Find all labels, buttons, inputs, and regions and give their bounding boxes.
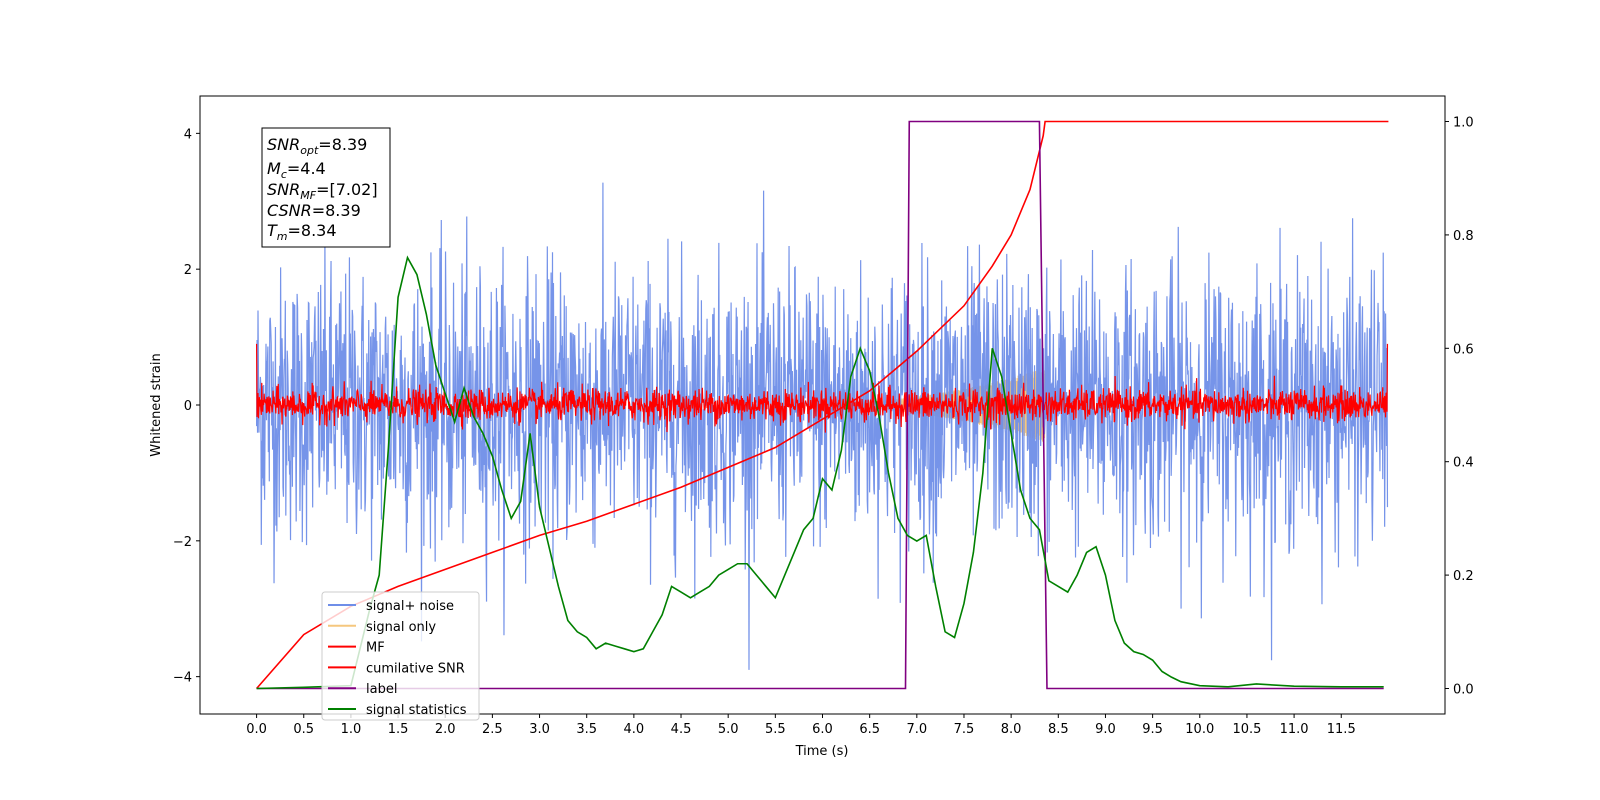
- y2-tick-label: 1.0: [1453, 116, 1474, 131]
- annotation-snr-mf-symbol: SNR: [267, 180, 300, 199]
- y2-axis-ticks: 1.0 0.8 0.6 0.4 0.2 0.0: [1445, 116, 1474, 697]
- annotation-snr-opt-value: =8.39: [318, 135, 367, 154]
- x-tick-label: 1.5: [388, 722, 409, 737]
- annotation-snr-opt-symbol: SNR: [267, 135, 300, 154]
- x-axis-ticks: 0.0 0.5 1.0 1.5 2.0 2.5 3.0 3.5 4.0 4.5 5.0 5.5 6.0 6…: [246, 714, 1356, 737]
- x-tick-label: 7.0: [906, 722, 927, 737]
- x-tick-label: 3.5: [576, 722, 597, 737]
- x-tick-label: 1.0: [341, 722, 362, 737]
- legend-label-cumilative-snr: cumilative SNR: [366, 661, 465, 676]
- label-line: [256, 120, 1384, 690]
- legend: signal+ noise signal only MF cumilative SNR…: [321, 591, 480, 721]
- y2-tick-label: 0.8: [1453, 229, 1474, 244]
- annotation-tm-symbol: T: [267, 221, 278, 240]
- legend-label-mf: MF: [366, 641, 385, 656]
- legend-label-signal-statistics: signal statistics: [366, 703, 467, 718]
- legend-label-signal-only: signal only: [366, 620, 436, 635]
- x-tick-label: 10.0: [1185, 722, 1214, 737]
- y-axis-ticks: 4 2 0 −2 −4: [173, 127, 200, 686]
- x-tick-label: 6.5: [859, 722, 880, 737]
- y2-tick-label: 0.2: [1453, 569, 1474, 584]
- x-tick-label: 7.5: [954, 722, 975, 737]
- x-tick-label: 2.0: [435, 722, 456, 737]
- annotation-chirp-mass-value: =4.4: [287, 159, 326, 178]
- x-tick-label: 4.0: [624, 722, 645, 737]
- annotation-tm: Tm=8.34: [267, 221, 337, 243]
- x-axis-label: Time (s): [795, 744, 849, 759]
- legend-label-label: label: [366, 682, 397, 697]
- x-tick-label: 9.0: [1095, 722, 1116, 737]
- signal-noise-layer: [255, 182, 1389, 670]
- annotation-tm-value: =8.34: [288, 221, 337, 240]
- x-tick-label: 3.0: [529, 722, 550, 737]
- signal-statistics-line: [256, 255, 1384, 690]
- annotation-csnr-symbol: CSNR: [267, 201, 312, 220]
- y-tick-label: 2: [184, 263, 192, 278]
- annotation-snr-mf-subscript: MF: [300, 189, 316, 202]
- y2-tick-label: 0.4: [1453, 456, 1474, 471]
- annotation-snr-mf: SNRMF=[7.02]: [267, 180, 378, 202]
- legend-frame: [321, 591, 480, 721]
- y2-tick-label: 0.0: [1453, 682, 1474, 697]
- x-tick-label: 10.5: [1232, 722, 1261, 737]
- mf-line: [255, 343, 1389, 433]
- mf-layer: [255, 343, 1389, 433]
- annotation-csnr: CSNR=8.39: [267, 201, 361, 220]
- x-tick-label: 11.5: [1327, 722, 1356, 737]
- annotation-frame: [261, 127, 391, 248]
- annotation-chirp-mass: Mc=4.4: [267, 159, 326, 181]
- annotation-csnr-value: =8.39: [312, 201, 361, 220]
- y-tick-label: −2: [173, 535, 192, 550]
- x-tick-label: 5.5: [765, 722, 786, 737]
- y-tick-label: 4: [184, 127, 192, 142]
- stats-annotation-box: SNRopt=8.39 Mc=4.4 SNRMF=[7.02] CSNR=8.3…: [261, 127, 391, 248]
- x-tick-label: 8.5: [1048, 722, 1069, 737]
- annotation-chirp-mass-subscript: c: [281, 168, 287, 181]
- x-tick-label: 5.0: [718, 722, 739, 737]
- x-tick-label: 4.5: [671, 722, 692, 737]
- y-tick-label: −4: [173, 671, 192, 686]
- x-tick-label: 2.5: [482, 722, 503, 737]
- x-tick-label: 8.0: [1001, 722, 1022, 737]
- x-tick-label: 11.0: [1280, 722, 1309, 737]
- right-axis-series-layer: [255, 120, 1389, 690]
- y2-tick-label: 0.6: [1453, 342, 1474, 357]
- x-tick-label: 0.5: [293, 722, 314, 737]
- annotation-snr-opt-subscript: opt: [300, 144, 319, 157]
- x-tick-label: 6.0: [812, 722, 833, 737]
- x-tick-label: 0.0: [246, 722, 267, 737]
- cumilative-snr-line: [255, 120, 1389, 690]
- legend-label-signal-noise: signal+ noise: [366, 599, 454, 614]
- y-axis-label: Whitened strain: [149, 353, 164, 456]
- annotation-snr-opt: SNRopt=8.39: [267, 135, 367, 157]
- x-tick-label: 9.5: [1142, 722, 1163, 737]
- y-tick-label: 0: [184, 399, 192, 414]
- annotation-chirp-mass-symbol: M: [267, 159, 281, 178]
- signal-noise-line: [255, 182, 1389, 670]
- annotation-tm-subscript: m: [277, 230, 288, 243]
- annotation-snr-mf-value: =[7.02]: [316, 180, 378, 199]
